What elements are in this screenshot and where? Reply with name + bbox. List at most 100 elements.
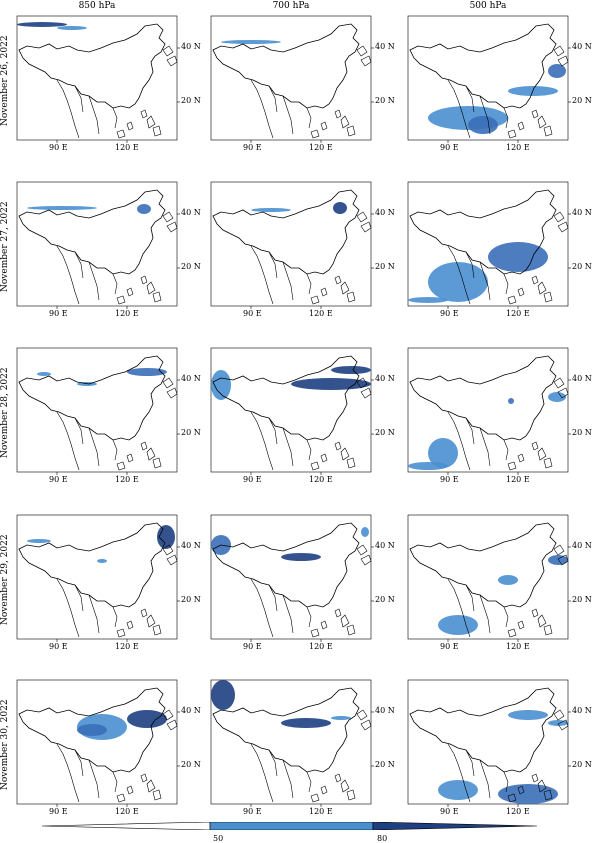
island [346, 624, 356, 636]
shaded-region [27, 539, 51, 543]
shaded-region [331, 366, 371, 374]
lon-tick-label: 120 E [309, 143, 333, 152]
lat-tick-label: 40 N [572, 706, 592, 715]
island [340, 614, 350, 628]
shaded-region [281, 553, 321, 561]
island [140, 109, 148, 119]
lon-tick-label: 90 E [243, 475, 262, 484]
lat-tick-label: 40 N [572, 541, 592, 550]
island [310, 129, 320, 139]
island [531, 773, 539, 783]
lat-tick-label: 40 N [375, 208, 395, 217]
island [531, 441, 539, 451]
shaded-region [77, 724, 107, 736]
island [166, 554, 178, 566]
island [537, 447, 547, 461]
shaded-region [408, 297, 448, 303]
lon-tick-label: 90 E [440, 807, 459, 816]
map-svg [210, 347, 374, 475]
island [334, 275, 342, 285]
lat-tick-label: 20 N [181, 96, 201, 105]
national-border [56, 578, 118, 638]
map-panel-r4-c1: 90 E 120 E 40 N 20 N [16, 514, 201, 651]
national-border [250, 743, 312, 803]
lon-tick-label: 120 E [506, 807, 530, 816]
shaded-region [281, 718, 331, 728]
lon-tick-label: 90 E [440, 475, 459, 484]
lon-tick-label: 90 E [49, 807, 68, 816]
island [356, 45, 368, 57]
island [531, 608, 539, 618]
lon-tick-label: 90 E [49, 143, 68, 152]
shaded-region [127, 368, 167, 376]
island [116, 129, 126, 139]
shaded-region [508, 398, 514, 404]
national-border [447, 578, 509, 638]
shaded-region [498, 784, 558, 804]
coastline [409, 522, 557, 608]
island [320, 121, 328, 131]
island [543, 291, 553, 303]
island [537, 281, 547, 295]
island [310, 793, 320, 803]
map-panel-r5-c2: 90 E 120 E 40 N 20 N [210, 679, 395, 816]
island [116, 793, 126, 803]
shaded-region [548, 392, 566, 402]
island [320, 620, 328, 630]
island [162, 211, 174, 223]
island [360, 55, 372, 67]
island [126, 620, 134, 630]
lat-tick-label: 20 N [181, 595, 201, 604]
shaded-region [498, 575, 518, 585]
island [553, 211, 565, 223]
lat-tick-label: 20 N [572, 595, 592, 604]
lon-tick-label: 120 E [506, 309, 530, 318]
lon-tick-label: 120 E [115, 642, 139, 651]
map-panel-r3-c3: 90 E 120 E 40 N 20 N [407, 347, 592, 484]
island [340, 115, 350, 129]
shaded-region [137, 204, 151, 214]
map-svg [210, 514, 374, 642]
shaded-region [548, 64, 566, 78]
island [543, 125, 553, 137]
colorbar-segment-mid [209, 822, 374, 830]
lat-tick-label: 20 N [572, 262, 592, 271]
national-border [447, 743, 509, 803]
map-svg [16, 181, 180, 309]
map-svg [210, 15, 374, 143]
map-panel-r2-c1: 90 E 120 E 40 N 20 N [16, 181, 201, 318]
shaded-region [438, 780, 478, 800]
island [152, 789, 162, 801]
map-svg [210, 679, 374, 807]
coastline [212, 189, 360, 275]
lat-tick-label: 40 N [572, 208, 592, 217]
national-border [56, 743, 118, 803]
lon-tick-label: 90 E [440, 309, 459, 318]
national-border [250, 245, 312, 305]
colorbar-label-80: 80 [377, 834, 388, 843]
lon-tick-label: 120 E [309, 642, 333, 651]
island [346, 125, 356, 137]
national-border [250, 578, 312, 638]
map-svg [407, 679, 571, 807]
shaded-region [548, 720, 568, 726]
island [162, 544, 174, 556]
national-border [250, 79, 312, 139]
row-label-nov27: November 27, 2022 [0, 201, 10, 293]
island [140, 608, 148, 618]
lon-tick-label: 90 E [440, 642, 459, 651]
map-panel-r4-c3: 90 E 120 E 40 N 20 N [407, 514, 592, 651]
map-panel-r3-c2: 90 E 120 E 40 N 20 N [210, 347, 395, 484]
lat-tick-label: 20 N [375, 262, 395, 271]
lat-tick-label: 20 N [572, 428, 592, 437]
island [152, 457, 162, 469]
row-label-nov26: November 26, 2022 [0, 35, 10, 127]
shaded-region [428, 438, 458, 468]
island [126, 785, 134, 795]
island [517, 453, 525, 463]
shaded-region [27, 206, 97, 210]
coastline [212, 355, 360, 441]
coastline [409, 687, 557, 773]
map-svg [16, 15, 180, 143]
coastline [212, 23, 360, 109]
